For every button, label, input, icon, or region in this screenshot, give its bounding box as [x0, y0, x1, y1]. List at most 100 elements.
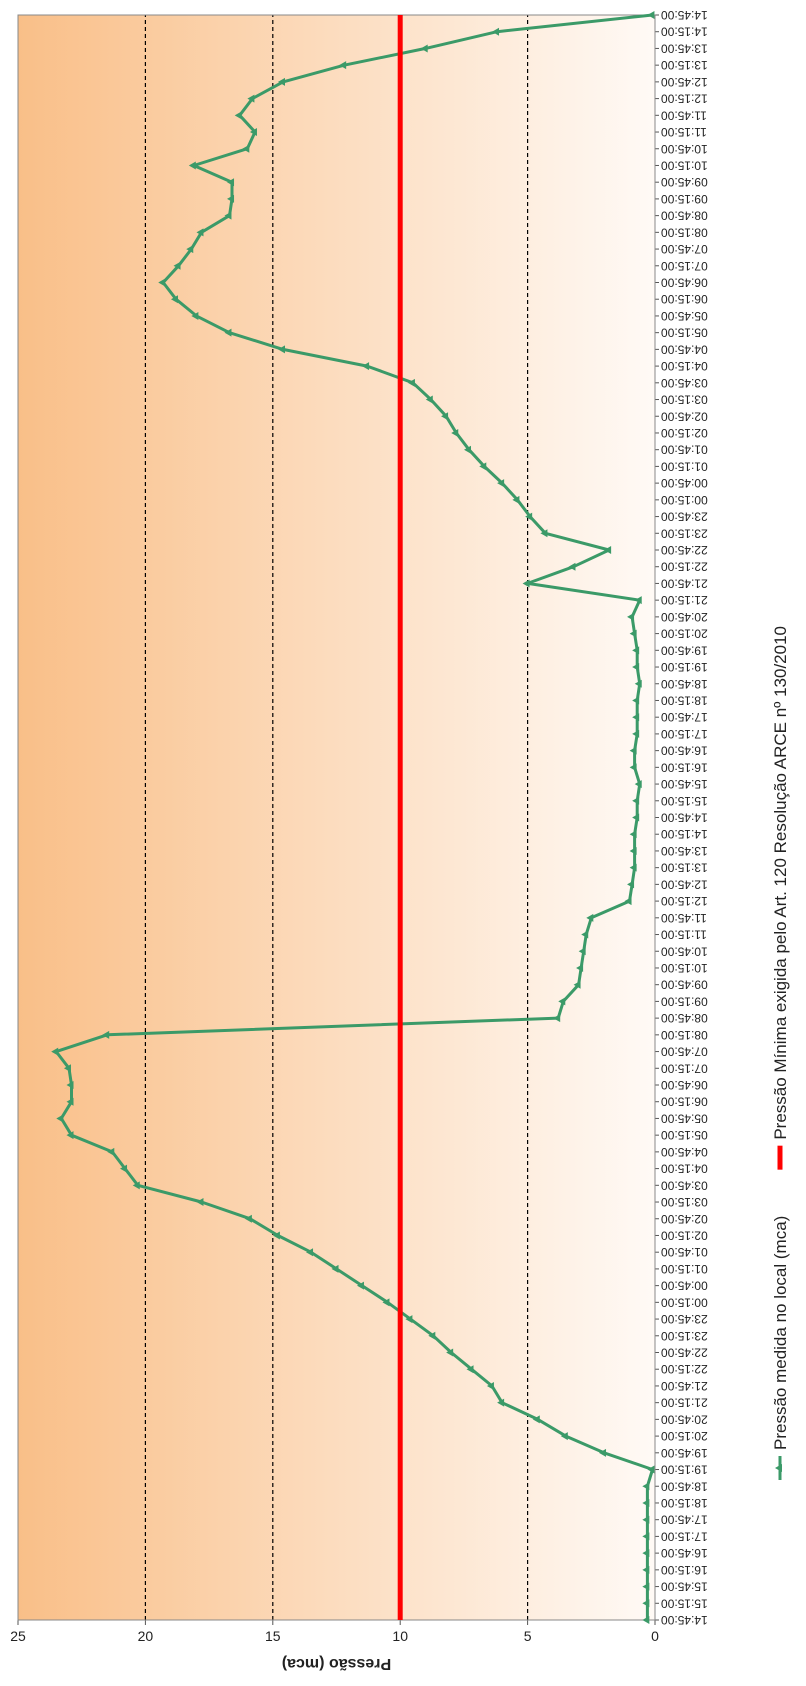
point-marker	[242, 144, 250, 153]
point-marker	[627, 612, 635, 621]
x-tick-label: 15:45:00	[661, 1580, 708, 1594]
x-tick-label: 10:45:00	[661, 142, 708, 156]
x-tick-label: 06:45:00	[661, 276, 708, 290]
point-marker	[339, 61, 347, 70]
point-marker	[573, 980, 581, 989]
x-tick-label: 13:15:00	[661, 58, 708, 72]
point-marker	[629, 763, 637, 772]
x-tick-label: 07:45:00	[661, 242, 708, 256]
y-tick-label: 25	[10, 1628, 26, 1644]
y-tick-label: 0	[651, 1628, 659, 1644]
x-tick-label: 22:15:00	[661, 560, 708, 574]
point-marker	[277, 345, 285, 354]
x-tick-label: 14:45:00	[661, 811, 708, 825]
legend-marker	[775, 1464, 782, 1472]
point-marker	[578, 947, 586, 956]
point-marker	[277, 77, 285, 86]
point-marker	[272, 1231, 280, 1240]
point-marker	[479, 462, 487, 471]
point-marker	[642, 1582, 650, 1591]
point-marker	[642, 1549, 650, 1558]
point-marker	[634, 596, 642, 605]
point-marker	[632, 646, 640, 655]
point-marker	[249, 128, 257, 137]
point-marker	[642, 1515, 650, 1524]
point-marker	[120, 1164, 128, 1173]
point-marker	[642, 1599, 650, 1608]
point-marker	[441, 412, 449, 421]
point-marker	[191, 311, 199, 320]
x-tick-label: 18:15:00	[661, 693, 708, 707]
x-tick-label: 23:15:00	[661, 526, 708, 540]
point-marker	[66, 1131, 74, 1140]
x-tick-label: 16:45:00	[661, 744, 708, 758]
x-tick-label: 20:45:00	[661, 610, 708, 624]
point-marker	[405, 1315, 413, 1324]
x-tick-label: 08:15:00	[661, 225, 708, 239]
x-tick-label: 16:15:00	[661, 760, 708, 774]
point-marker	[581, 930, 589, 939]
point-marker	[553, 1014, 561, 1023]
x-tick-label: 01:15:00	[661, 1262, 708, 1276]
point-marker	[642, 1498, 650, 1507]
x-tick-label: 15:15:00	[661, 794, 708, 808]
x-tick-label: 21:15:00	[661, 593, 708, 607]
point-marker	[540, 529, 548, 538]
point-marker	[599, 1448, 607, 1457]
point-marker	[629, 846, 637, 855]
x-tick-label: 16:15:00	[661, 1563, 708, 1577]
point-marker	[647, 11, 655, 19]
point-marker	[132, 1181, 140, 1190]
x-tick-label: 20:15:00	[661, 1429, 708, 1443]
x-tick-label: 11:15:00	[661, 125, 707, 139]
x-tick-label: 13:45:00	[661, 844, 708, 858]
x-tick-label: 14:15:00	[661, 25, 708, 39]
point-marker	[362, 362, 370, 371]
point-marker	[51, 1047, 59, 1056]
x-tick-label: 04:45:00	[661, 342, 708, 356]
point-marker	[522, 579, 530, 588]
x-tick-label: 22:15:00	[661, 1362, 708, 1376]
point-marker	[107, 1147, 115, 1156]
x-tick-label: 23:15:00	[661, 1329, 708, 1343]
y-tick-label: 5	[524, 1628, 532, 1644]
x-tick-label: 10:45:00	[661, 944, 708, 958]
x-tick-label: 05:15:00	[661, 1128, 708, 1142]
point-marker	[576, 963, 584, 972]
x-tick-label: 04:15:00	[661, 359, 708, 373]
x-tick-label: 09:15:00	[661, 994, 708, 1008]
point-marker	[382, 1298, 390, 1307]
x-tick-label: 03:15:00	[661, 393, 708, 407]
x-tick-label: 02:15:00	[661, 426, 708, 440]
x-tick-label: 16:45:00	[661, 1546, 708, 1560]
point-marker	[244, 1214, 252, 1223]
x-tick-label: 19:45:00	[661, 1446, 708, 1460]
point-marker	[66, 1097, 74, 1106]
point-marker	[451, 428, 459, 437]
x-tick-label: 18:45:00	[661, 677, 708, 691]
x-tick-label: 00:45:00	[661, 476, 708, 490]
point-marker	[407, 378, 415, 387]
point-marker	[102, 1030, 110, 1039]
x-tick-label: 10:15:00	[661, 158, 708, 172]
point-marker	[224, 211, 232, 220]
y-tick-label: 10	[392, 1628, 408, 1644]
point-marker	[642, 1565, 650, 1574]
point-marker	[629, 830, 637, 839]
x-tick-label: 03:15:00	[661, 1195, 708, 1209]
point-marker	[356, 1281, 364, 1290]
x-tick-label: 22:45:00	[661, 543, 708, 557]
y-axis-title: Pressão (mca)	[282, 1655, 391, 1672]
x-tick-label: 02:45:00	[661, 409, 708, 423]
x-tick-label: 17:45:00	[661, 710, 708, 724]
x-tick-label: 20:45:00	[661, 1412, 708, 1426]
point-marker	[629, 746, 637, 755]
x-tick-label: 04:15:00	[661, 1162, 708, 1176]
point-marker	[560, 1432, 568, 1441]
point-marker	[627, 880, 635, 889]
point-marker	[446, 1348, 454, 1357]
point-marker	[425, 395, 433, 404]
point-marker	[188, 161, 196, 170]
x-tick-label: 19:15:00	[661, 660, 708, 674]
x-tick-label: 11:15:00	[661, 928, 707, 942]
